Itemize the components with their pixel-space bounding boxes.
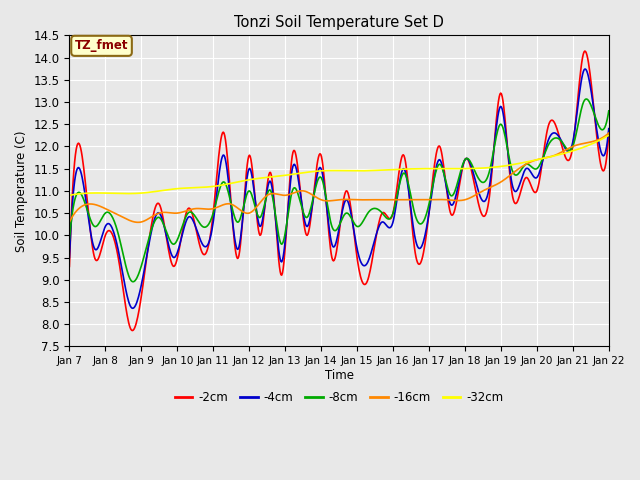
X-axis label: Time: Time — [324, 369, 353, 382]
Y-axis label: Soil Temperature (C): Soil Temperature (C) — [15, 130, 28, 252]
Legend: -2cm, -4cm, -8cm, -16cm, -32cm: -2cm, -4cm, -8cm, -16cm, -32cm — [170, 386, 508, 409]
Title: Tonzi Soil Temperature Set D: Tonzi Soil Temperature Set D — [234, 15, 444, 30]
Text: TZ_fmet: TZ_fmet — [75, 39, 128, 52]
